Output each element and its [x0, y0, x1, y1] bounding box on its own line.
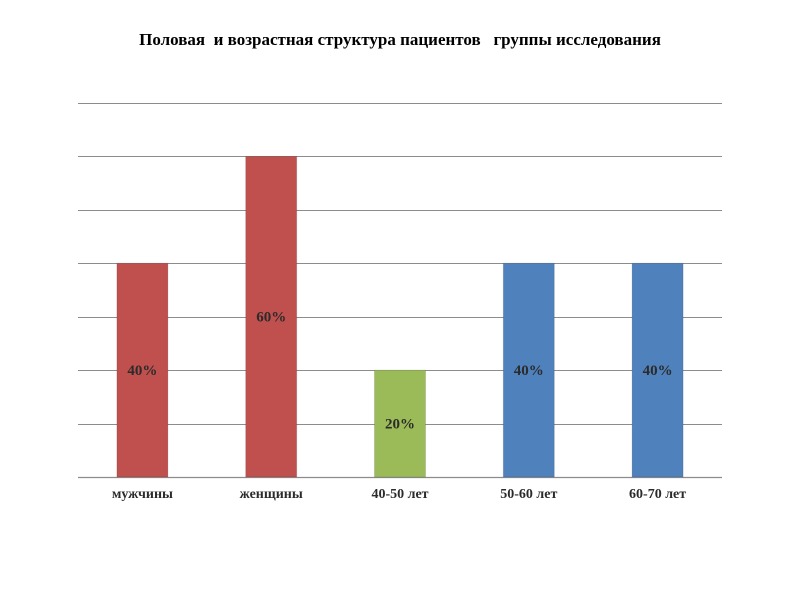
- x-tick-label-2: 40-50 лет: [371, 487, 428, 502]
- bar-0: [116, 262, 169, 478]
- data-label-4: 40%: [643, 363, 673, 379]
- x-tick-label-4: 60-70 лет: [629, 487, 686, 502]
- data-label-2: 20%: [385, 417, 415, 433]
- data-label-3: 40%: [514, 363, 544, 379]
- bar-3: [502, 262, 555, 478]
- x-tick-label-1: женщины: [240, 487, 303, 502]
- x-tick-labels: мужчины женщины 40-50 лет 50-60 лет 60-70 ле…: [112, 487, 686, 502]
- data-labels: 40% 60% 20% 40% 40%: [127, 310, 672, 433]
- data-label-1: 60%: [256, 310, 286, 326]
- x-tick-label-3: 50-60 лет: [500, 487, 557, 502]
- bars: [116, 155, 684, 478]
- bar-4: [631, 262, 684, 478]
- chart-title: Половая и возрастная структура пациентов…: [139, 30, 661, 49]
- x-tick-label-0: мужчины: [112, 487, 173, 502]
- data-label-0: 40%: [127, 363, 157, 379]
- bar-2: [374, 369, 426, 478]
- bar-1: [245, 155, 298, 478]
